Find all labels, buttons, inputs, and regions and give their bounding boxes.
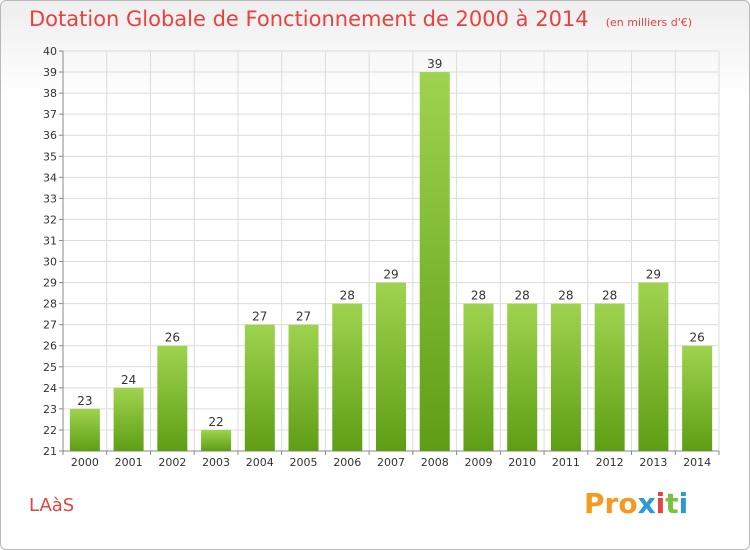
data-label: 24 xyxy=(121,373,136,387)
y-tick-label: 27 xyxy=(43,319,57,332)
logo-letter: P xyxy=(584,487,605,520)
bar xyxy=(244,324,275,451)
x-tick-label: 2013 xyxy=(639,456,667,469)
x-tick-label: 2008 xyxy=(421,456,449,469)
logo-letter: r xyxy=(604,487,619,520)
logo-letter: i xyxy=(678,487,689,520)
x-tick-label: 2014 xyxy=(683,456,711,469)
bar xyxy=(113,387,144,451)
y-tick-label: 23 xyxy=(43,403,57,416)
bar xyxy=(201,429,232,451)
data-label: 22 xyxy=(208,415,223,429)
y-tick-label: 31 xyxy=(43,234,57,247)
y-tick-label: 40 xyxy=(43,45,57,58)
logo-letter: i xyxy=(655,487,666,520)
data-label: 26 xyxy=(165,331,180,345)
data-labels: 23 24 26 22 27 27 28 29 39 28 28 28 28 29 26 xyxy=(77,57,705,429)
logo-letter: t xyxy=(665,487,679,520)
data-label: 39 xyxy=(427,57,442,71)
y-tick-label: 25 xyxy=(43,361,57,374)
x-tick-label: 2004 xyxy=(246,456,274,469)
y-tick-label: 36 xyxy=(43,129,57,142)
x-tick-label: 2010 xyxy=(508,456,536,469)
x-tick-label: 2002 xyxy=(158,456,186,469)
data-label: 26 xyxy=(689,331,704,345)
y-tick-label: 22 xyxy=(43,424,57,437)
chart-title-row: Dotation Globale de Fonctionnement de 20… xyxy=(29,7,692,31)
x-tick-label: 2011 xyxy=(552,456,580,469)
bar xyxy=(419,72,450,451)
bar xyxy=(550,303,581,451)
data-label: 28 xyxy=(602,289,617,303)
data-label: 27 xyxy=(296,310,311,324)
y-tick-label: 35 xyxy=(43,150,57,163)
y-tick-label: 24 xyxy=(43,382,57,395)
x-tick-label: 2005 xyxy=(290,456,318,469)
logo-letter: x xyxy=(637,487,656,520)
bar xyxy=(507,303,538,451)
y-tick-label: 33 xyxy=(43,192,57,205)
bar xyxy=(638,282,669,451)
y-tick-label: 38 xyxy=(43,87,57,100)
bar xyxy=(463,303,494,451)
x-tick-label: 2003 xyxy=(202,456,230,469)
data-label: 27 xyxy=(252,310,267,324)
y-tick-label: 37 xyxy=(43,108,57,121)
bar xyxy=(594,303,625,451)
commune-name: LAàS xyxy=(29,495,75,516)
y-tick-label: 26 xyxy=(43,340,57,353)
data-label: 28 xyxy=(340,289,355,303)
y-tick-label: 30 xyxy=(43,256,57,269)
data-label: 28 xyxy=(558,289,573,303)
y-tick-label: 21 xyxy=(43,445,57,458)
bar xyxy=(682,345,713,451)
logo-letter: o xyxy=(618,487,638,520)
bar xyxy=(288,324,319,451)
data-label: 28 xyxy=(515,289,530,303)
y-tick-label: 39 xyxy=(43,66,57,79)
x-tick-label: 2006 xyxy=(333,456,361,469)
data-label: 29 xyxy=(646,268,661,282)
x-tick-label: 2009 xyxy=(464,456,492,469)
x-tick-label: 2001 xyxy=(115,456,143,469)
data-label: 28 xyxy=(471,289,486,303)
y-tick-label: 34 xyxy=(43,171,57,184)
data-label: 23 xyxy=(77,394,92,408)
proxiti-logo: Proxiti xyxy=(584,487,688,520)
y-tick-label: 29 xyxy=(43,277,57,290)
bar xyxy=(69,408,100,451)
chart-title: Dotation Globale de Fonctionnement de 20… xyxy=(29,7,589,31)
data-label: 29 xyxy=(383,268,398,282)
bar xyxy=(332,303,363,451)
bars xyxy=(69,72,713,451)
y-tick-label: 28 xyxy=(43,298,57,311)
chart-unit: (en milliers d'€) xyxy=(605,16,693,29)
x-tick-label: 2000 xyxy=(71,456,99,469)
y-tick-label: 32 xyxy=(43,213,57,226)
bar xyxy=(157,345,188,451)
bar xyxy=(376,282,406,451)
x-tick-label: 2012 xyxy=(596,456,624,469)
x-tick-label: 2007 xyxy=(377,456,405,469)
